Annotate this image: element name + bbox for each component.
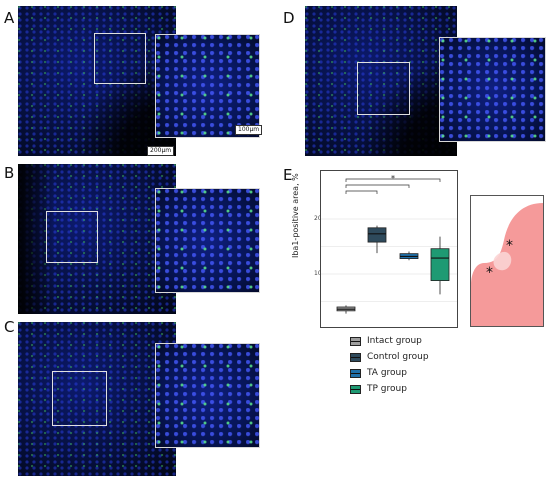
roi-box-a [94,33,146,84]
micrograph-a-overview [18,6,176,156]
box-plot-frame: * [320,170,458,328]
legend-item-intact: Intact group [350,333,429,349]
legend-item-tp: TP group [350,381,429,397]
legend-swatch-ta [350,368,361,378]
micrograph-c-overview [18,322,176,476]
micrograph-d-overview [305,6,457,156]
box-control [367,227,387,243]
chart-y-axis-label: Iba1-positive area, % [291,173,300,258]
micrograph-a-inset [155,34,260,138]
significance-bracket-3 [345,178,441,182]
scale-bar-overview-a: 200μm [147,146,175,156]
legend-label-tp: TP group [367,384,407,394]
roi-box-c [52,371,107,426]
box-plot: * [321,174,457,314]
panel-label-e: E [283,166,293,184]
chart-legend: Intact group Control group TA group TP g… [350,333,429,397]
legend-item-control: Control group [350,349,429,365]
scale-bar-inset-a: 100μm [235,125,263,135]
significance-bracket-1 [345,190,378,194]
micrograph-c-inset [155,343,260,448]
significance-bracket-2 [345,184,410,188]
legend-label-intact: Intact group [367,336,422,346]
micrograph-b-overview [18,164,176,314]
micrograph-b-inset [155,188,260,293]
panel-label-c: C [4,318,15,336]
legend-swatch-intact [350,336,361,346]
panel-label-a: A [4,9,15,27]
significance-asterisk: * [391,174,395,183]
injection-site-schematic: * * [470,195,544,327]
roi-box-d [357,62,410,115]
y-tick-label-10: 10 [314,270,322,277]
panel-label-d: D [283,9,295,27]
schematic-asterisk-2: * [486,265,493,281]
roi-box-b [46,211,98,263]
legend-item-ta: TA group [350,365,429,381]
schematic-asterisk-1: * [506,238,513,254]
lesion-highlight [493,251,512,271]
legend-label-ta: TA group [367,368,407,378]
legend-swatch-tp [350,384,361,394]
legend-swatch-control [350,352,361,362]
y-tick-label-20: 20 [314,215,322,222]
micrograph-d-inset [439,37,546,142]
legend-label-control: Control group [367,352,429,362]
panel-label-b: B [4,164,15,182]
box-tp [430,248,450,281]
